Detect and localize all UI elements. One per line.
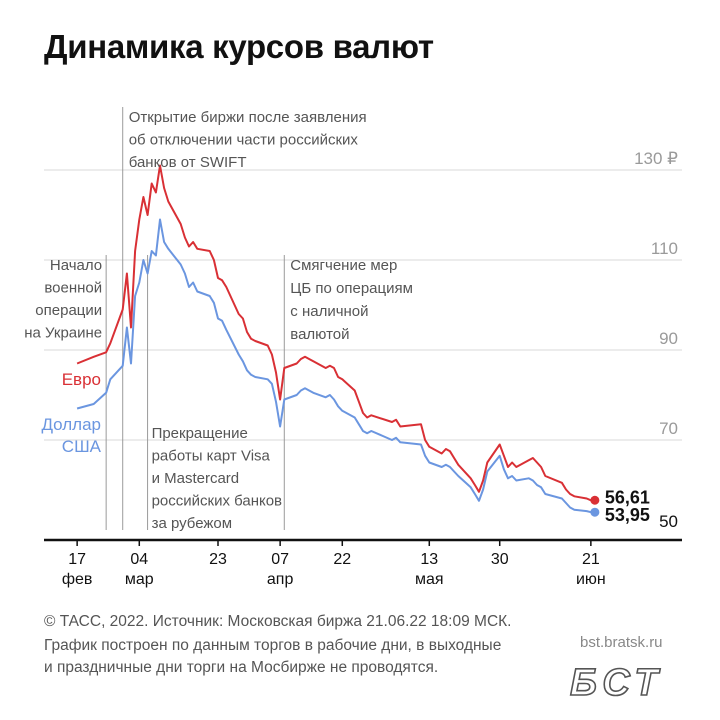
- x-month-label: мая: [415, 571, 444, 588]
- series-label: США: [62, 437, 102, 456]
- x-tick-label: 04: [130, 551, 148, 568]
- x-tick-label: 21: [582, 551, 600, 568]
- end-point-usd: [590, 507, 600, 517]
- end-point-euro: [590, 495, 600, 505]
- y-tick-label: 130 ₽: [634, 149, 678, 168]
- series-line-euro: [76, 164, 592, 502]
- x-tick-label: 22: [333, 551, 351, 568]
- end-value-label: 53,95: [605, 505, 650, 525]
- x-tick-label: 17: [68, 551, 86, 568]
- annotation-text: на Украине: [24, 325, 102, 342]
- annotation-text: Прекращение: [152, 425, 248, 442]
- x-tick-label: 07: [271, 551, 289, 568]
- bst-logo: БСТ: [569, 662, 664, 702]
- x-tick-label: 30: [491, 551, 509, 568]
- x-month-label: апр: [267, 571, 294, 588]
- series-line-usd: [76, 218, 592, 514]
- x-month-label: мар: [125, 571, 154, 588]
- end-value-label: 56,61: [605, 487, 650, 507]
- annotation-text: банков от SWIFT: [129, 154, 247, 171]
- y-tick-label: 90: [659, 329, 678, 348]
- labels-layer: 130 ₽ 110 90 70 50 Начало военной операции на Ук…: [24, 109, 678, 532]
- annotation-text: об отключении части российских: [129, 132, 359, 149]
- exchange-rate-chart: 17 фев 04 мар 23 07 апр 22 13 мая 30 21 июн 130 ₽ 110…: [24, 107, 682, 588]
- chart-title: Динамика курсов валют: [44, 28, 434, 65]
- footer-note-line-2: и праздничные дни торги на Мосбирже не п…: [44, 659, 439, 676]
- annotation-text: военной: [44, 280, 102, 297]
- y-tick-label: 110: [651, 239, 678, 258]
- y-tick-label: 50: [659, 512, 678, 531]
- annotation-text: российских банков: [152, 493, 282, 510]
- x-tick-label: 23: [209, 551, 227, 568]
- annotation-text: Открытие биржи после заявления: [129, 109, 367, 126]
- annotation-text: с наличной: [290, 303, 368, 320]
- annotation-text: ЦБ по операциям: [290, 280, 413, 297]
- annotation-text: работы карт Visa: [152, 448, 271, 465]
- series-label: Евро: [62, 370, 101, 389]
- annotation-lines: [105, 107, 285, 530]
- annotation-text: за рубежом: [152, 515, 233, 532]
- x-month-label: июн: [576, 571, 606, 588]
- x-tick-label: 13: [420, 551, 438, 568]
- annotation-text: валютой: [290, 326, 349, 343]
- annotation-text: Смягчение мер: [290, 257, 397, 274]
- x-month-label: фев: [62, 571, 93, 588]
- series-layer: [76, 164, 600, 517]
- annotation-text: и Mastercard: [152, 470, 240, 487]
- annotation-text: Начало: [50, 257, 102, 274]
- bst-logo-text: БСТ: [570, 662, 664, 702]
- series-label: Доллар: [41, 415, 101, 434]
- footer-source: © ТАСС, 2022. Источник: Московская биржа…: [44, 613, 512, 630]
- annotation-text: операции: [35, 302, 102, 319]
- y-tick-label: 70: [659, 419, 678, 438]
- x-axis: 17 фев 04 мар 23 07 апр 22 13 мая 30 21 июн: [44, 538, 682, 588]
- footer-note-line-1: График построен по данным торгов в рабоч…: [44, 637, 502, 654]
- site-url[interactable]: bst.bratsk.ru: [580, 634, 663, 651]
